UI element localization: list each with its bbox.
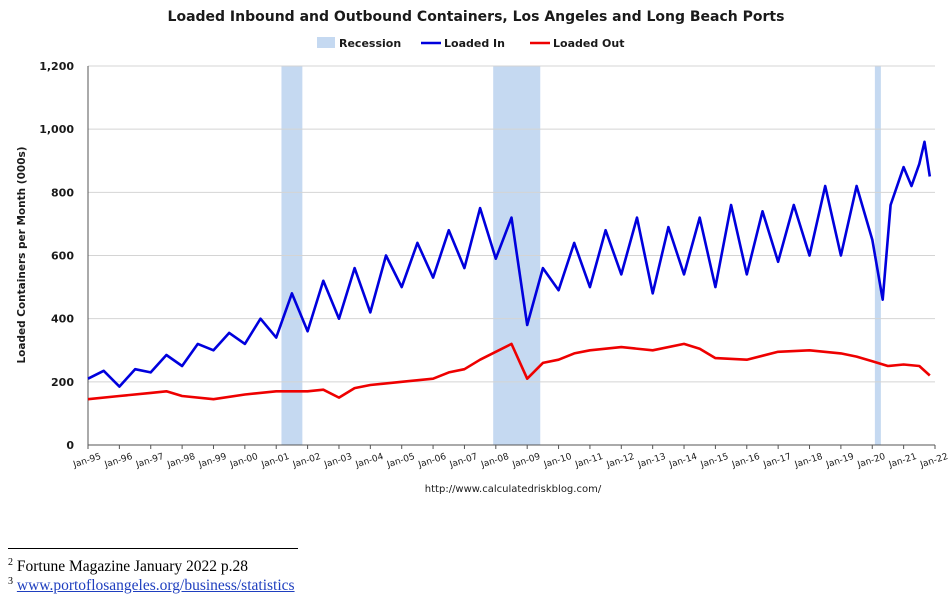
x-tick-label: Jan-02 xyxy=(291,452,322,471)
x-tick-label: Jan-08 xyxy=(479,452,510,471)
series-line-loaded-in xyxy=(87,140,932,388)
x-tick-label: Jan-05 xyxy=(385,452,416,471)
x-tick-label: Jan-03 xyxy=(322,452,353,471)
y-tick-label: 600 xyxy=(51,250,74,263)
x-tick-label: Jan-06 xyxy=(416,452,447,471)
x-tick-label: Jan-09 xyxy=(510,452,541,471)
x-tick-label: Jan-12 xyxy=(605,452,636,471)
legend-loaded-in-label: Loaded In xyxy=(444,37,505,50)
source-url: http://www.calculatedriskblog.com/ xyxy=(425,484,602,495)
x-tick-label: Jan-00 xyxy=(228,452,259,471)
x-tick-label: Jan-98 xyxy=(165,452,196,471)
y-tick-label: 1,000 xyxy=(39,123,74,136)
footnote-mark: 2 xyxy=(8,556,13,568)
footnotes: 2 Fortune Magazine January 2022 p.28 3 w… xyxy=(8,548,298,595)
chart-title: Loaded Inbound and Outbound Containers, … xyxy=(168,9,785,25)
legend-loaded-out-label: Loaded Out xyxy=(553,37,624,50)
y-tick-label: 800 xyxy=(51,186,74,199)
y-tick-label: 1,200 xyxy=(39,60,74,73)
x-tick-label: Jan-20 xyxy=(856,452,887,471)
footnote-link[interactable]: www.portoflosangeles.org/business/statis… xyxy=(16,577,295,594)
x-tick-label: Jan-11 xyxy=(573,452,604,471)
x-tick-label: Jan-97 xyxy=(134,452,165,471)
x-tick-label: Jan-96 xyxy=(103,452,134,471)
y-tick-labels: 0 200 400 600 800 1,000 1,200 xyxy=(39,60,74,452)
chart-svg: Loaded Inbound and Outbound Containers, … xyxy=(16,9,950,495)
axes xyxy=(87,66,935,446)
y-tick-label: 0 xyxy=(66,439,74,452)
x-tick-label: Jan-22 xyxy=(918,452,949,471)
x-tick-label: Jan-14 xyxy=(667,452,698,471)
x-tick-label: Jan-15 xyxy=(699,452,730,471)
x-tick-label: Jan-95 xyxy=(71,452,102,471)
y-tick-label: 400 xyxy=(51,313,74,326)
x-tick-label: Jan-21 xyxy=(887,452,918,471)
y-tick-label: 200 xyxy=(51,376,74,389)
x-tick-label: Jan-16 xyxy=(730,452,761,471)
footnote-text: Fortune Magazine January 2022 p.28 xyxy=(16,558,249,575)
x-tick-labels: Jan-95 Jan-96 Jan-97 Jan-98 Jan-99 Jan-00 Jan-… xyxy=(71,445,950,471)
x-tick-label: Jan-07 xyxy=(448,452,479,471)
x-tick-label: Jan-01 xyxy=(260,452,291,471)
gridlines xyxy=(88,65,935,383)
x-tick-label: Jan-13 xyxy=(636,452,667,471)
series-line-loaded-out xyxy=(87,342,931,401)
x-tick-label: Jan-18 xyxy=(793,452,824,471)
footnote-2: 2 Fortune Magazine January 2022 p.28 xyxy=(8,557,298,576)
legend: Recession Loaded In Loaded Out xyxy=(317,37,624,50)
x-tick-label: Jan-17 xyxy=(761,452,792,471)
x-tick-label: Jan-99 xyxy=(197,452,228,471)
series-lines xyxy=(87,140,932,401)
footnote-3: 3 www.portoflosangeles.org/business/stat… xyxy=(8,576,298,595)
legend-recession-label: Recession xyxy=(339,37,401,50)
x-tick-label: Jan-04 xyxy=(354,452,385,471)
x-tick-label: Jan-19 xyxy=(824,452,855,471)
x-tick-label: Jan-10 xyxy=(542,452,573,471)
legend-recession-swatch xyxy=(317,37,335,48)
footnote-mark: 3 xyxy=(8,575,13,587)
y-axis-label: Loaded Containers per Month (000s) xyxy=(16,146,28,363)
